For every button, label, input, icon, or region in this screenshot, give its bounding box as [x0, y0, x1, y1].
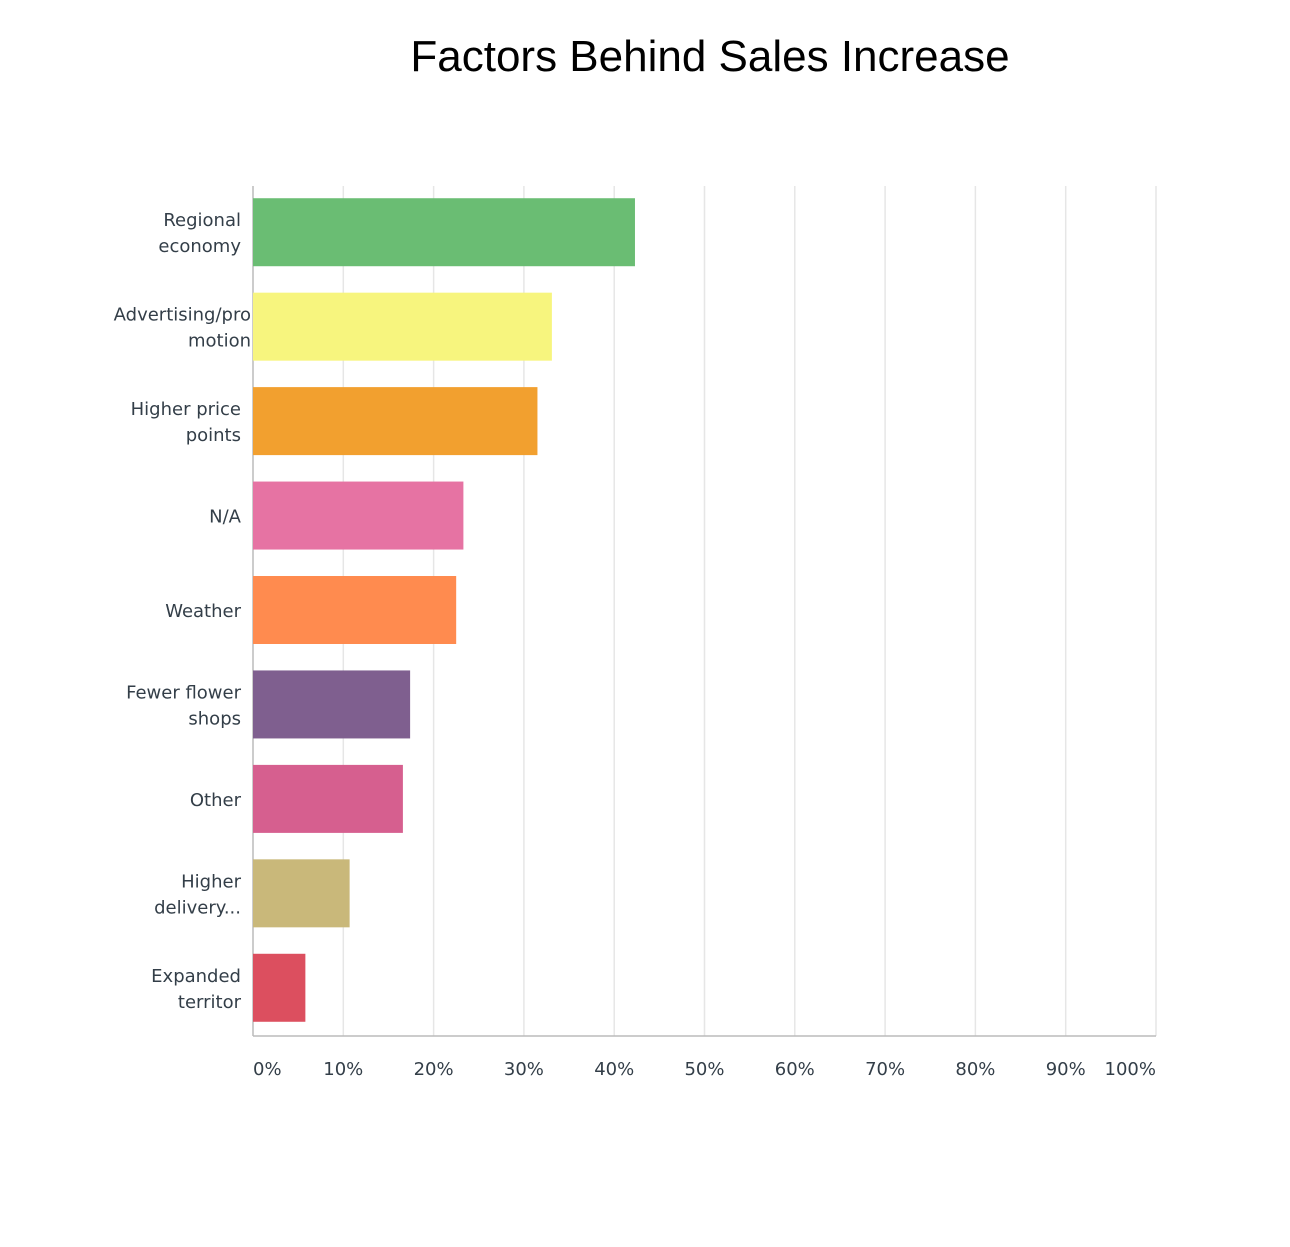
category-label: Higher price points	[131, 399, 241, 446]
category-label: Higher delivery...	[154, 871, 241, 918]
x-tick-label: 80%	[955, 1059, 995, 1080]
category-label: Advertising/pro motion	[114, 305, 251, 352]
category-label: Expanded territor	[151, 966, 241, 1013]
x-tick-label: 100%	[1105, 1059, 1156, 1080]
bar	[253, 387, 538, 456]
bar	[253, 764, 403, 833]
category-label: Other	[190, 790, 242, 811]
category-label: Fewer flower shops	[126, 682, 242, 729]
category-label: N/A	[209, 507, 242, 528]
x-tick-label: 30%	[504, 1059, 544, 1080]
bar	[253, 292, 552, 361]
bar	[253, 953, 306, 1022]
x-tick-label: 40%	[594, 1059, 634, 1080]
x-tick-label: 70%	[865, 1059, 905, 1080]
x-tick-label: 20%	[414, 1059, 454, 1080]
bar	[253, 670, 411, 739]
bar	[253, 859, 350, 928]
category-label: Weather	[165, 601, 241, 622]
bar	[253, 576, 457, 644]
x-tick-label: 10%	[323, 1059, 363, 1080]
bar	[253, 198, 635, 267]
x-tick-label: 90%	[1046, 1059, 1086, 1080]
x-tick-label: 50%	[684, 1059, 724, 1080]
x-tick-label: 60%	[775, 1059, 815, 1080]
category-label: Regional economy	[158, 210, 241, 257]
bar	[253, 481, 464, 550]
chart-title: Factors Behind Sales Increase	[410, 32, 1010, 81]
x-tick-label: 0%	[253, 1059, 282, 1080]
